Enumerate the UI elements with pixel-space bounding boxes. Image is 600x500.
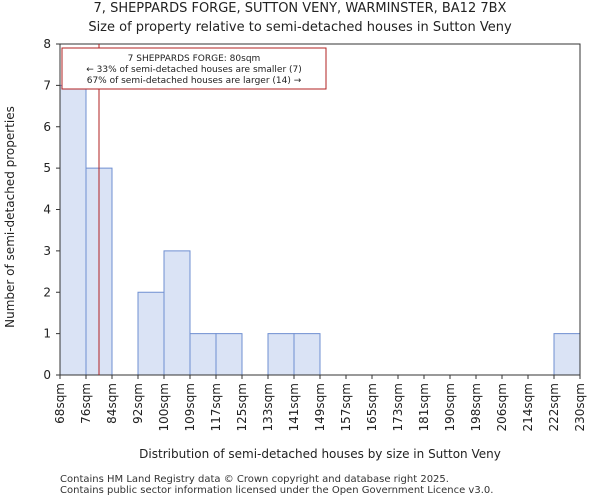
y-axis-label: Number of semi-detached properties bbox=[3, 106, 17, 328]
y-ticks: 0 1 2 3 4 5 6 7 8 bbox=[43, 37, 60, 382]
x-axis-label: Distribution of semi-detached houses by … bbox=[139, 447, 501, 461]
x-tick-label: 214sqm bbox=[521, 383, 535, 431]
x-tick-label: 84sqm bbox=[105, 383, 119, 424]
x-tick-label: 181sqm bbox=[417, 383, 431, 431]
histogram-bar bbox=[189, 333, 217, 376]
y-tick-label: 0 bbox=[43, 368, 51, 382]
bars-layer bbox=[59, 84, 581, 376]
x-tick-label: 198sqm bbox=[469, 383, 483, 431]
histogram-bar bbox=[137, 291, 165, 376]
x-tick-label: 230sqm bbox=[573, 383, 587, 431]
histogram-bar bbox=[267, 333, 295, 376]
histogram-bar bbox=[59, 84, 87, 376]
x-tick-label: 149sqm bbox=[313, 383, 327, 431]
y-tick-label: 7 bbox=[43, 78, 51, 92]
y-tick-label: 8 bbox=[43, 37, 51, 51]
y-tick-label: 1 bbox=[43, 327, 51, 341]
annotation-smaller: ← 33% of semi-detached houses are smalle… bbox=[86, 65, 302, 75]
y-tick-label: 4 bbox=[43, 203, 51, 217]
annotation-box: 7 SHEPPARDS FORGE: 80sqm ← 33% of semi-d… bbox=[61, 47, 327, 90]
y-tick-label: 6 bbox=[43, 120, 51, 134]
x-tick-label: 222sqm bbox=[547, 383, 561, 431]
x-tick-label: 141sqm bbox=[287, 383, 301, 431]
x-tick-label: 165sqm bbox=[365, 383, 379, 431]
histogram-bar bbox=[553, 333, 581, 376]
x-tick-label: 125sqm bbox=[235, 383, 249, 431]
y-tick-label: 2 bbox=[43, 285, 51, 299]
x-tick-label: 190sqm bbox=[443, 383, 457, 431]
x-tick-label: 92sqm bbox=[131, 383, 145, 424]
x-tick-label: 133sqm bbox=[261, 383, 275, 431]
histogram-bar bbox=[293, 333, 321, 376]
x-tick-label: 173sqm bbox=[391, 383, 405, 431]
annotation-frame bbox=[61, 47, 327, 90]
x-tick-label: 76sqm bbox=[79, 383, 93, 424]
y-tick-label: 3 bbox=[43, 244, 51, 258]
x-tick-label: 206sqm bbox=[495, 383, 509, 431]
x-tick-label: 109sqm bbox=[183, 383, 197, 431]
chart-subtitle: Size of property relative to semi-detach… bbox=[88, 20, 512, 35]
x-tick-label: 100sqm bbox=[157, 383, 171, 431]
annotation-larger: 67% of semi-detached houses are larger (… bbox=[87, 76, 302, 86]
histogram-bar bbox=[163, 250, 191, 376]
x-tick-label: 117sqm bbox=[209, 383, 223, 431]
x-tick-label: 68sqm bbox=[53, 383, 67, 424]
x-tick-label: 157sqm bbox=[339, 383, 353, 431]
histogram-bar bbox=[215, 333, 243, 376]
footer-licence: Contains public sector information licen… bbox=[60, 485, 494, 496]
x-ticks: 68sqm 76sqm 84sqm 92sqm 100sqm 109sqm 117sqm 12… bbox=[53, 375, 587, 431]
annotation-title: 7 SHEPPARDS FORGE: 80sqm bbox=[128, 54, 261, 64]
footer-copyright: Contains HM Land Registry data © Crown c… bbox=[60, 474, 449, 485]
chart-title: 7, SHEPPARDS FORGE, SUTTON VENY, WARMINS… bbox=[93, 1, 507, 16]
y-tick-label: 5 bbox=[43, 161, 51, 175]
